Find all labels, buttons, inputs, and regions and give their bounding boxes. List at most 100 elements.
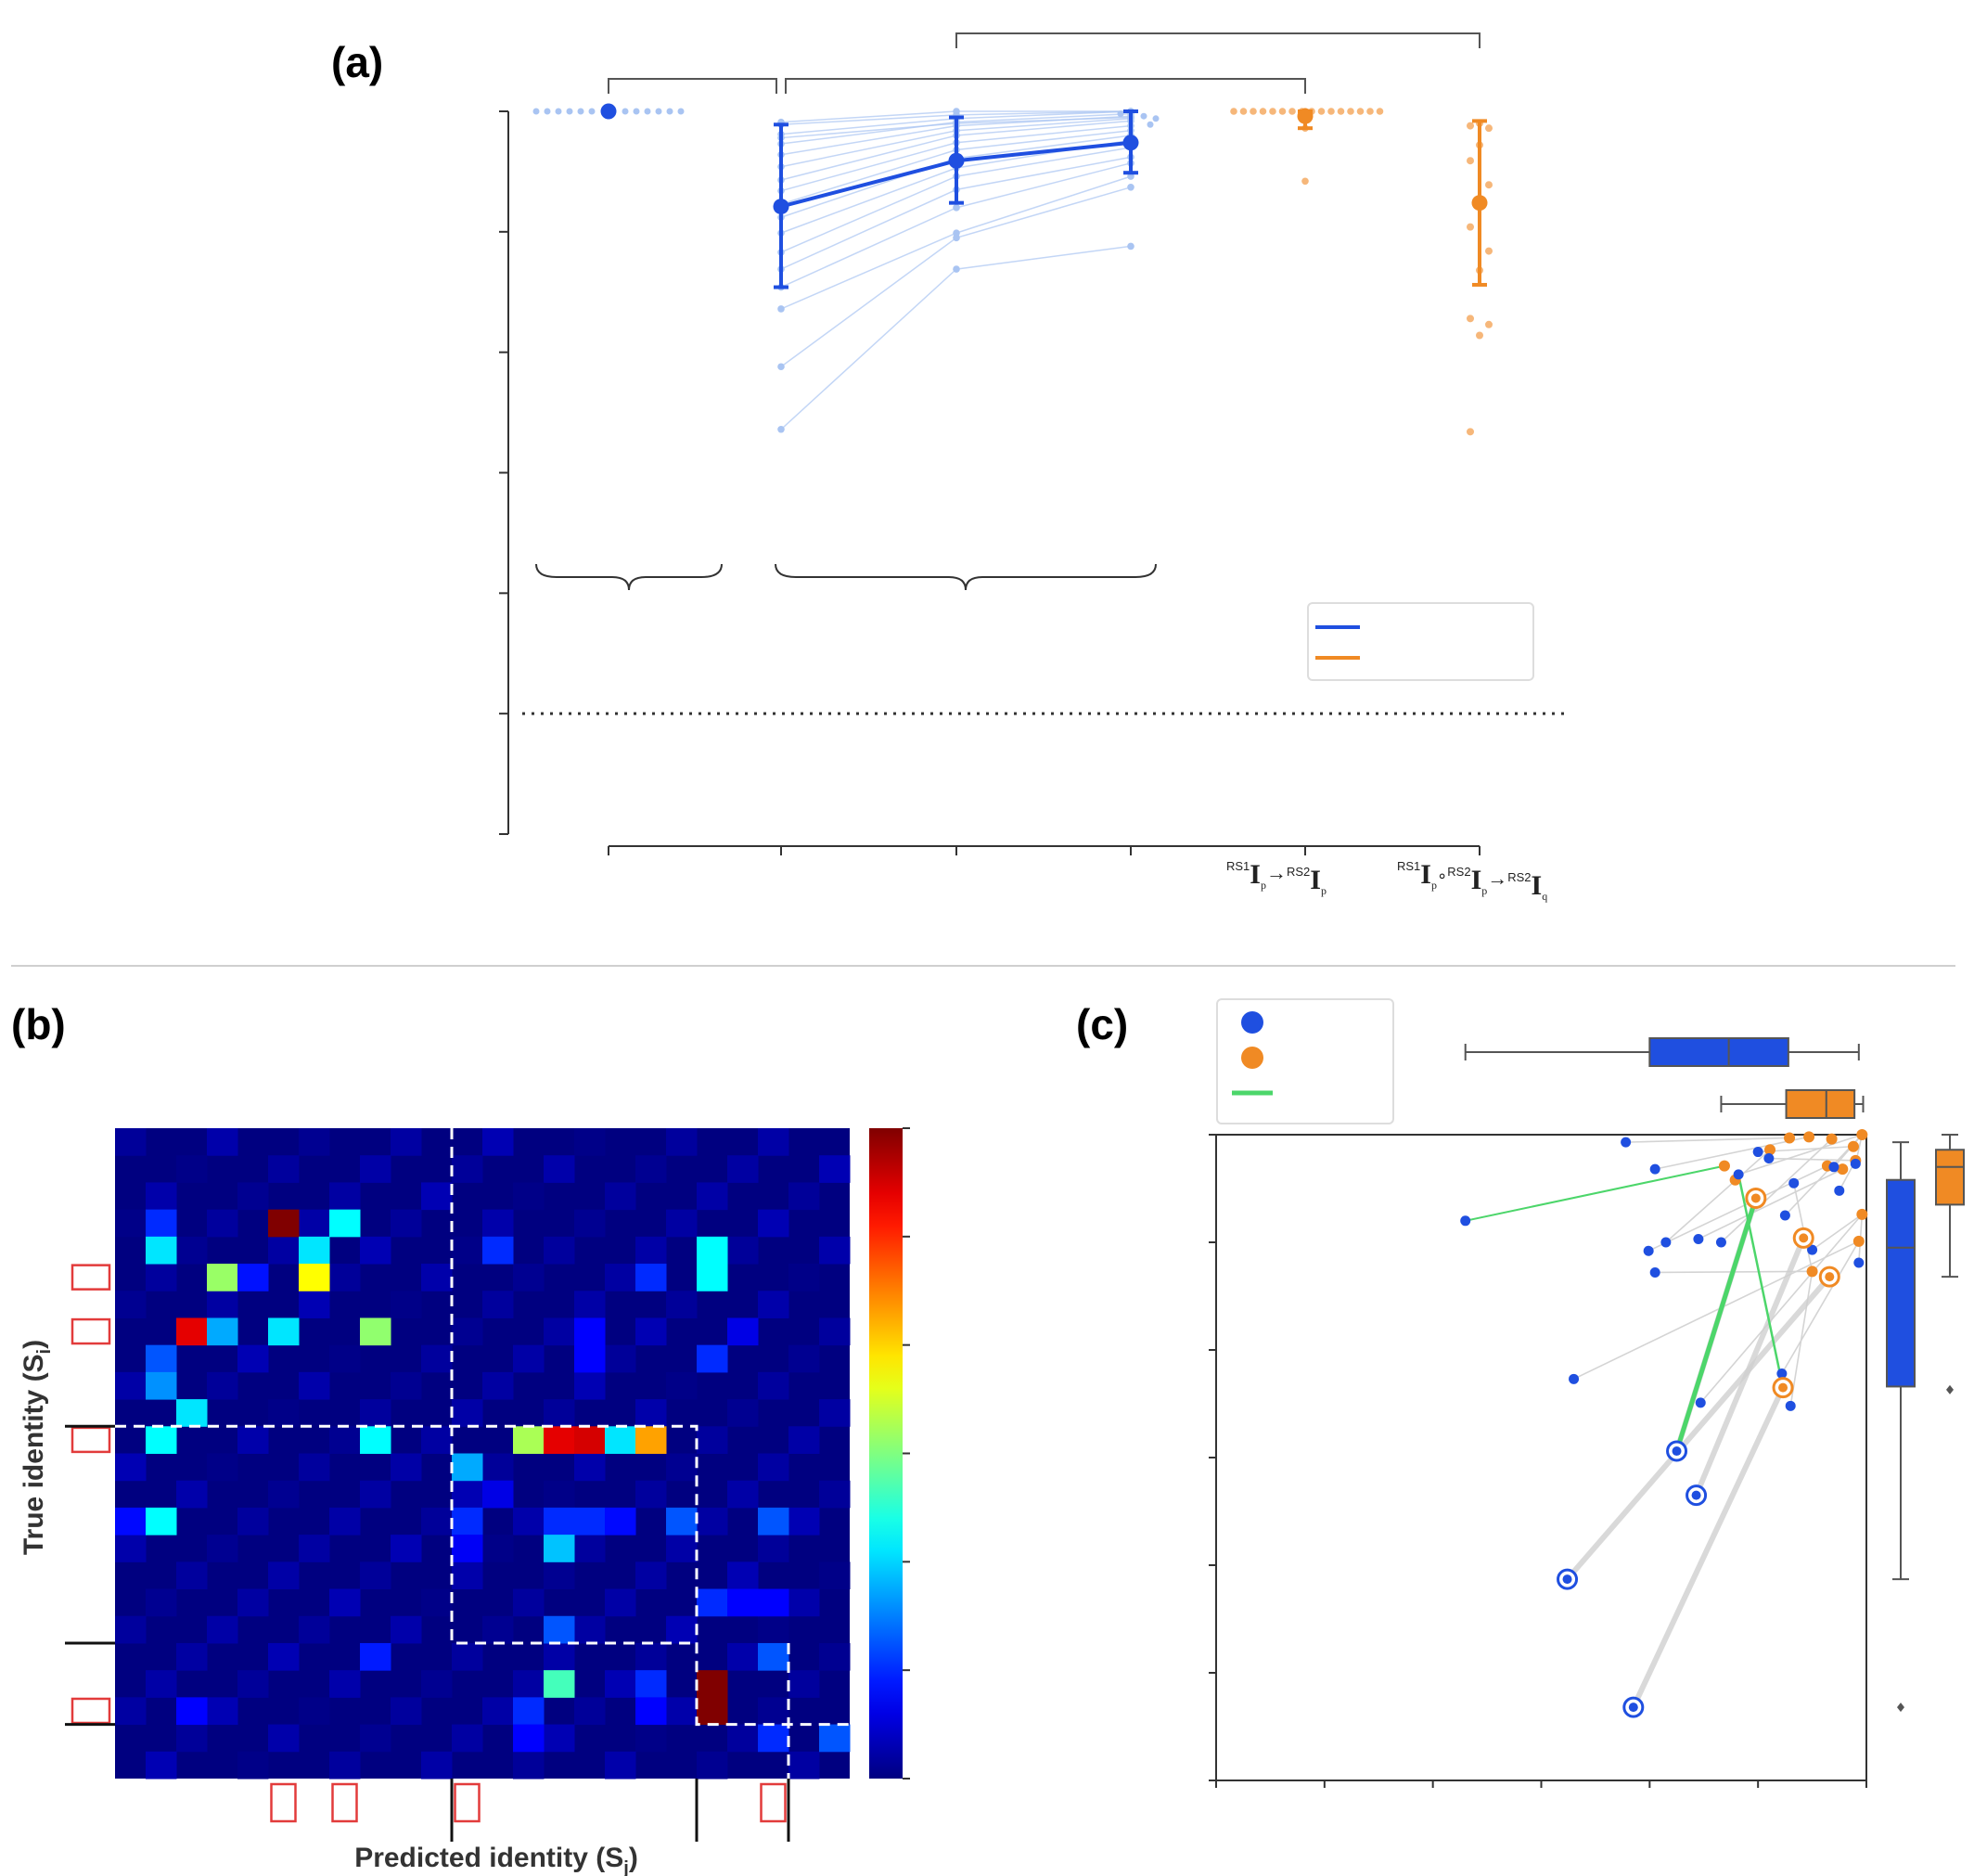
x-tick-label-part: ∘ bbox=[1437, 867, 1447, 885]
significance-bracket bbox=[955, 32, 1480, 48]
matrix-cell bbox=[176, 1480, 208, 1509]
matrix-cell bbox=[574, 1426, 606, 1454]
plot-area bbox=[1215, 1134, 1867, 1781]
subject-point-rs2 bbox=[1467, 122, 1474, 130]
matrix-cell bbox=[727, 1399, 759, 1427]
matrix-cell bbox=[329, 1344, 361, 1373]
cluster-boundary bbox=[115, 1424, 850, 1727]
matrix-cell bbox=[391, 1209, 422, 1238]
subject-point-rs2 bbox=[1476, 331, 1483, 340]
rs1-mean-point bbox=[948, 152, 965, 169]
pair-link bbox=[1720, 1138, 1833, 1243]
matrix-cell bbox=[666, 1697, 698, 1726]
matrix-cell bbox=[237, 1344, 269, 1373]
matrix-cell bbox=[697, 1264, 728, 1291]
matrix-cell bbox=[758, 1535, 789, 1562]
matrix-cell bbox=[544, 1426, 575, 1454]
matrix-cell bbox=[237, 1507, 269, 1535]
subject-point bbox=[532, 108, 540, 115]
matrix-cell bbox=[482, 1128, 514, 1156]
matrix-cell bbox=[482, 1209, 514, 1238]
subject-point-rs2 bbox=[1485, 247, 1493, 255]
matrix-cell bbox=[207, 1128, 238, 1156]
point-1day bbox=[1752, 1147, 1763, 1158]
matrix-cell bbox=[819, 1561, 851, 1590]
x-tick-label-part: p bbox=[1431, 879, 1437, 892]
x-tick-label-part: p bbox=[1261, 879, 1266, 892]
matrix-cell bbox=[513, 1670, 545, 1698]
matrix-cell bbox=[176, 1236, 208, 1265]
matrix-cell bbox=[574, 1453, 606, 1482]
x-tick-label-part: I bbox=[1471, 865, 1482, 895]
matrix-cell bbox=[758, 1291, 789, 1318]
matrix-cell bbox=[482, 1535, 514, 1562]
matrix-cell bbox=[727, 1561, 759, 1590]
y-axis-label-part: True identity (S bbox=[19, 1354, 49, 1555]
matrix-cell bbox=[268, 1236, 300, 1265]
matrix-cell bbox=[635, 1426, 667, 1454]
subject-point bbox=[953, 229, 960, 237]
matrix-cell bbox=[115, 1615, 147, 1644]
point-1day bbox=[1715, 1237, 1726, 1248]
highlight-box-row bbox=[70, 1697, 111, 1725]
matrix-cell bbox=[544, 1724, 575, 1753]
x-tick-label-part: RS2 bbox=[1287, 865, 1310, 879]
matrix-cell bbox=[360, 1317, 391, 1346]
point-3day bbox=[1837, 1163, 1849, 1176]
subject-point-rs2 bbox=[1467, 157, 1474, 165]
subject-point bbox=[777, 425, 785, 433]
matrix-cell bbox=[758, 1615, 789, 1644]
matrix-cell bbox=[605, 1264, 636, 1291]
subject-point bbox=[655, 108, 662, 115]
matrix-cell bbox=[758, 1507, 789, 1535]
matrix-cell bbox=[666, 1291, 698, 1318]
matrix-cell bbox=[635, 1724, 667, 1753]
highlight-3day-point bbox=[1825, 1272, 1835, 1282]
matrix-cell bbox=[635, 1155, 667, 1183]
x-tick-label-part: I bbox=[1310, 865, 1321, 895]
box bbox=[1935, 1149, 1965, 1206]
x-tick-label-part: p bbox=[1321, 884, 1327, 897]
pair-link bbox=[1781, 1240, 1860, 1374]
matrix-cell bbox=[115, 1697, 147, 1726]
subject-point-rs2 bbox=[1467, 428, 1474, 436]
matrix-cell bbox=[574, 1128, 606, 1156]
subject-point-rs2 bbox=[1269, 108, 1276, 115]
pair-link bbox=[1737, 1134, 1863, 1176]
x-tick-label-part: RS1 bbox=[1226, 859, 1250, 873]
matrix-cell bbox=[574, 1507, 606, 1535]
subject-point-rs2 bbox=[1317, 108, 1326, 115]
subject-point bbox=[644, 108, 651, 115]
subject-point bbox=[777, 363, 785, 371]
matrix-cell bbox=[391, 1615, 422, 1644]
matrix-cell bbox=[146, 1670, 177, 1698]
cluster-link bbox=[1674, 1197, 1759, 1452]
subject-point bbox=[666, 108, 673, 115]
matrix-cell bbox=[788, 1264, 820, 1291]
matrix-cell bbox=[146, 1426, 177, 1454]
subject-point bbox=[953, 234, 960, 242]
highlight-pair-link bbox=[1631, 1386, 1786, 1709]
highlight-3day-point bbox=[1799, 1233, 1809, 1243]
matrix-cell bbox=[176, 1317, 208, 1346]
matrix-cell bbox=[788, 1588, 820, 1617]
matrix-cell bbox=[146, 1209, 177, 1238]
subject-point bbox=[953, 265, 960, 273]
matrix-cell bbox=[146, 1751, 177, 1780]
matrix-cell bbox=[482, 1615, 514, 1644]
matrix-cell bbox=[635, 1642, 667, 1671]
subject-point-rs2 bbox=[1467, 315, 1474, 323]
matrix-cell bbox=[207, 1291, 238, 1318]
matrix-cell bbox=[758, 1128, 789, 1156]
matrix-cell bbox=[421, 1344, 453, 1373]
matrix-cell bbox=[207, 1535, 238, 1562]
matrix-cell bbox=[268, 1317, 300, 1346]
point-1day bbox=[1643, 1245, 1654, 1256]
matrix-cell bbox=[544, 1670, 575, 1698]
matrix-cell bbox=[237, 1588, 269, 1617]
legend-swatch-3day bbox=[1241, 1047, 1263, 1069]
matrix-cell bbox=[697, 1182, 728, 1211]
point-1day bbox=[1828, 1162, 1839, 1173]
point-1day bbox=[1733, 1169, 1744, 1180]
matrix-cell bbox=[513, 1426, 545, 1454]
